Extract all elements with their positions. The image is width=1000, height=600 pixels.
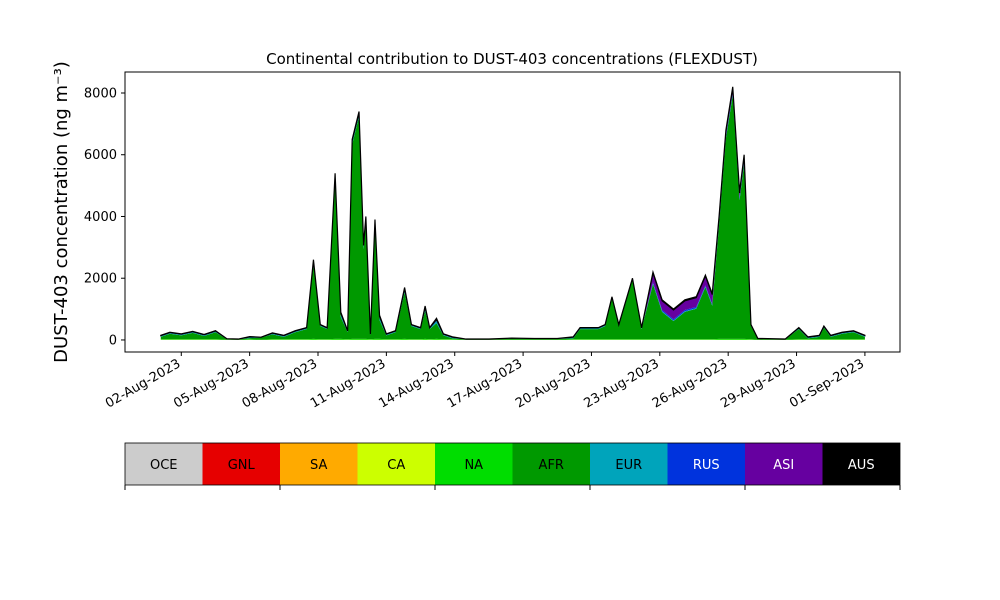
y-tick-label: 8000 (84, 86, 117, 101)
legend-swatch (822, 443, 900, 485)
y-axis-label: DUST-403 concentration (ng m⁻³) (51, 61, 72, 363)
chart-title: Continental contribution to DUST-403 con… (266, 50, 758, 68)
legend-swatch (280, 443, 358, 485)
legend-label: ASI (773, 458, 794, 473)
legend-swatch (667, 443, 745, 485)
legend-label: CA (387, 458, 405, 473)
legend-label: EUR (615, 458, 642, 473)
legend-label: GNL (228, 458, 256, 473)
area (160, 338, 865, 340)
y-tick-label: 6000 (84, 148, 117, 163)
legend-label: AUS (848, 458, 875, 473)
legend-swatch (202, 443, 280, 485)
legend-swatch (590, 443, 668, 485)
legend-swatch (745, 443, 823, 485)
area (160, 86, 866, 340)
legend-label: NA (464, 458, 483, 473)
legend-swatch (357, 443, 435, 485)
legend-swatch (125, 443, 203, 485)
axes-frame (124, 71, 901, 353)
legend-swatch (512, 443, 590, 485)
legend-label: RUS (693, 458, 720, 473)
plot-area (160, 86, 866, 340)
legend-label: AFR (539, 458, 564, 473)
legend-frame (124, 442, 901, 486)
legend: OCE GNL SA CA NA AFR EUR RUS ASI AUS (125, 443, 900, 485)
legend-ticks (124, 485, 901, 490)
legend-label: OCE (150, 458, 178, 473)
y-tick-label: 4000 (84, 210, 117, 225)
area (160, 95, 865, 340)
y-tick-label: 2000 (84, 272, 117, 287)
y-tick-label: 0 (109, 333, 117, 348)
legend-swatch (435, 443, 513, 485)
legend-label: SA (310, 458, 327, 473)
